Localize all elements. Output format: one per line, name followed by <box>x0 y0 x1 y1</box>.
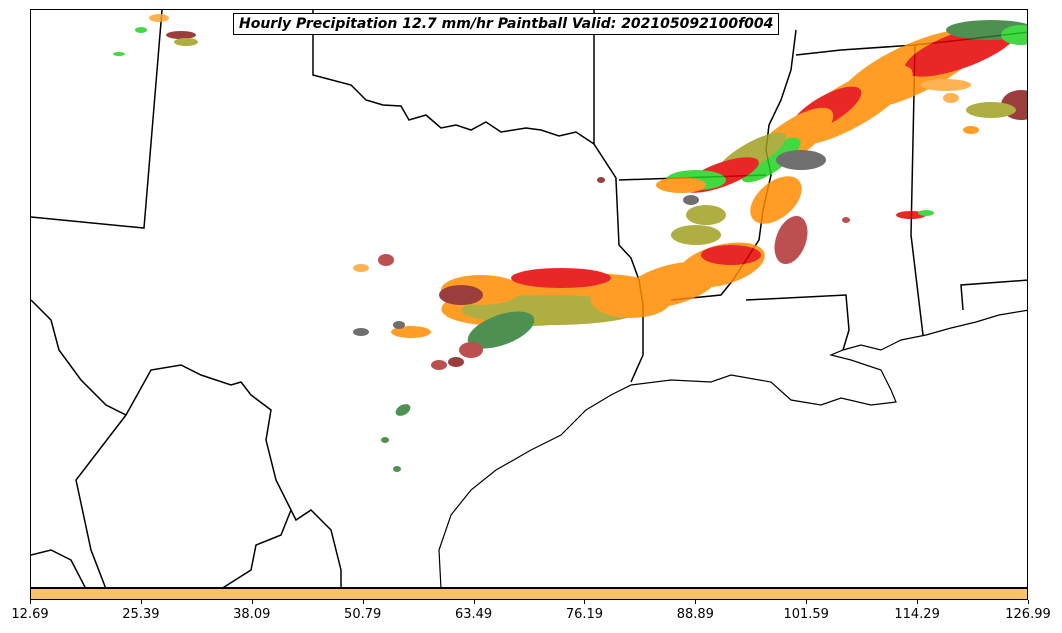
map-panel <box>30 9 1028 588</box>
border-mx-coahuila <box>222 509 292 587</box>
border-nm-tx <box>31 10 163 229</box>
colorbar-tick-label: 50.79 <box>344 607 382 622</box>
colorbar-tick <box>584 600 586 604</box>
colorbar-tick-label: 12.69 <box>11 607 49 622</box>
border-ok-tx <box>312 10 595 145</box>
colorbar-tick <box>806 600 808 604</box>
colorbar-tick-label: 76.19 <box>565 607 604 622</box>
colorbar-tick <box>362 600 364 604</box>
map-canvas <box>31 10 1027 587</box>
colorbar-tick-label: 88.89 <box>676 607 714 622</box>
colorbar-tick-label: 126.99 <box>1005 607 1051 622</box>
border-al-fl <box>960 279 1027 311</box>
colorbar-tick <box>30 600 31 604</box>
colorbar-tick <box>473 600 475 604</box>
colorbar-tick <box>140 600 142 604</box>
colorbar-tick <box>695 600 697 604</box>
gulf-coastline <box>438 309 1027 587</box>
colorbar-tick <box>917 600 919 604</box>
border-ar-west-north <box>593 10 617 181</box>
colorbar-tick <box>1028 600 1029 604</box>
colorbar-tick-label: 101.59 <box>783 607 829 622</box>
colorbar-tick <box>251 600 253 604</box>
colorbar-tick-label: 63.49 <box>454 607 493 622</box>
precip-blobs <box>113 14 1027 472</box>
border-ms-al <box>910 44 924 336</box>
border-mx-sonora <box>31 549 86 587</box>
border-la-ms <box>745 294 850 351</box>
colorbar-tick-label: 114.29 <box>894 607 940 622</box>
colorbar-tick-label: 38.09 <box>233 607 271 622</box>
colorbar-tick-label: 25.39 <box>122 607 160 622</box>
border-rio-grande <box>31 299 342 587</box>
map-title: Hourly Precipitation 12.7 mm/hr Paintbal… <box>233 13 780 35</box>
border-mx-chihuahua <box>75 414 127 587</box>
colorbar <box>30 588 1028 600</box>
